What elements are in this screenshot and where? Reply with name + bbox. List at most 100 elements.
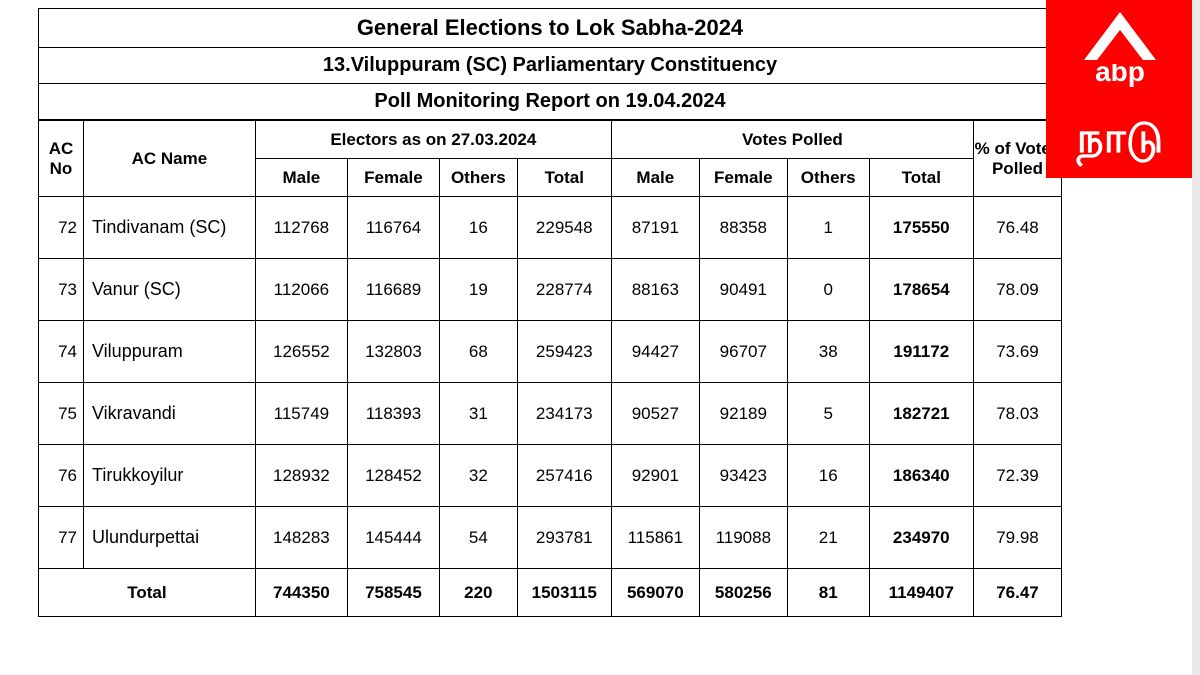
header-acname: AC Name	[84, 121, 256, 197]
main-title: General Elections to Lok Sabha-2024	[39, 9, 1061, 48]
cell-acno: 76	[39, 445, 84, 507]
arrow-icon	[1084, 12, 1156, 60]
cell-ef: 116689	[347, 259, 439, 321]
cell-pm: 115861	[611, 507, 699, 569]
cell-pt: 186340	[869, 445, 973, 507]
cell-em: 112066	[255, 259, 347, 321]
cell-em: 115749	[255, 383, 347, 445]
cell-pt: 178654	[869, 259, 973, 321]
report-title: Poll Monitoring Report on 19.04.2024	[39, 84, 1061, 120]
total-em: 744350	[255, 569, 347, 617]
table-row: 76Tirukkoyilur12893212845232257416929019…	[39, 445, 1062, 507]
cell-eo: 19	[439, 259, 517, 321]
cell-et: 229548	[517, 197, 611, 259]
cell-pct: 76.48	[973, 197, 1061, 259]
logo-top: abp	[1046, 0, 1194, 104]
total-pt: 1149407	[869, 569, 973, 617]
header-e-male: Male	[255, 159, 347, 197]
header-e-total: Total	[517, 159, 611, 197]
cell-acname: Tindivanam (SC)	[84, 197, 256, 259]
cell-po: 38	[787, 321, 869, 383]
cell-pt: 182721	[869, 383, 973, 445]
cell-em: 148283	[255, 507, 347, 569]
cell-pm: 88163	[611, 259, 699, 321]
header-p-others: Others	[787, 159, 869, 197]
cell-acno: 75	[39, 383, 84, 445]
cell-pm: 92901	[611, 445, 699, 507]
cell-pct: 72.39	[973, 445, 1061, 507]
table-body: 72Tindivanam (SC)11276811676416229548871…	[39, 197, 1062, 617]
constituency-title: 13.Viluppuram (SC) Parliamentary Constit…	[39, 48, 1061, 84]
total-label: Total	[39, 569, 256, 617]
cell-ef: 145444	[347, 507, 439, 569]
table-row: 77Ulundurpettai1482831454445429378111586…	[39, 507, 1062, 569]
header-p-total: Total	[869, 159, 973, 197]
cell-ef: 118393	[347, 383, 439, 445]
cell-pf: 119088	[699, 507, 787, 569]
cell-pf: 88358	[699, 197, 787, 259]
header-p-female: Female	[699, 159, 787, 197]
cell-po: 0	[787, 259, 869, 321]
header-e-female: Female	[347, 159, 439, 197]
cell-pct: 73.69	[973, 321, 1061, 383]
cell-acno: 72	[39, 197, 84, 259]
table-row: 74Viluppuram1265521328036825942394427967…	[39, 321, 1062, 383]
total-et: 1503115	[517, 569, 611, 617]
cell-po: 16	[787, 445, 869, 507]
cell-em: 126552	[255, 321, 347, 383]
logo-tamil: நாடு	[1046, 104, 1194, 178]
cell-pm: 94427	[611, 321, 699, 383]
table-row: 75Vikravandi1157491183933123417390527921…	[39, 383, 1062, 445]
cell-po: 1	[787, 197, 869, 259]
cell-pm: 87191	[611, 197, 699, 259]
total-po: 81	[787, 569, 869, 617]
cell-pt: 191172	[869, 321, 973, 383]
cell-et: 234173	[517, 383, 611, 445]
table-row: 73Vanur (SC)1120661166891922877488163904…	[39, 259, 1062, 321]
cell-pf: 92189	[699, 383, 787, 445]
cell-et: 257416	[517, 445, 611, 507]
total-pf: 580256	[699, 569, 787, 617]
cell-et: 259423	[517, 321, 611, 383]
cell-pt: 234970	[869, 507, 973, 569]
header-electors-group: Electors as on 27.03.2024	[255, 121, 611, 159]
cell-acname: Viluppuram	[84, 321, 256, 383]
cell-acname: Tirukkoyilur	[84, 445, 256, 507]
title-block: General Elections to Lok Sabha-2024 13.V…	[38, 8, 1062, 120]
cell-acno: 77	[39, 507, 84, 569]
cell-acno: 74	[39, 321, 84, 383]
table-row: 72Tindivanam (SC)11276811676416229548871…	[39, 197, 1062, 259]
header-e-others: Others	[439, 159, 517, 197]
cell-acname: Vanur (SC)	[84, 259, 256, 321]
cell-acname: Vikravandi	[84, 383, 256, 445]
cell-et: 293781	[517, 507, 611, 569]
total-eo: 220	[439, 569, 517, 617]
total-row: Total74435075854522015031155690705802568…	[39, 569, 1062, 617]
cell-ef: 132803	[347, 321, 439, 383]
scrollbar[interactable]	[1192, 0, 1200, 675]
cell-pm: 90527	[611, 383, 699, 445]
cell-em: 128932	[255, 445, 347, 507]
cell-em: 112768	[255, 197, 347, 259]
cell-pct: 78.03	[973, 383, 1061, 445]
channel-logo: abp நாடு	[1046, 0, 1194, 178]
header-p-male: Male	[611, 159, 699, 197]
cell-eo: 16	[439, 197, 517, 259]
cell-et: 228774	[517, 259, 611, 321]
poll-table: AC No AC Name Electors as on 27.03.2024 …	[38, 120, 1062, 617]
cell-pct: 79.98	[973, 507, 1061, 569]
header-acno: AC No	[39, 121, 84, 197]
cell-pf: 90491	[699, 259, 787, 321]
cell-eo: 54	[439, 507, 517, 569]
total-pm: 569070	[611, 569, 699, 617]
cell-ef: 116764	[347, 197, 439, 259]
cell-eo: 31	[439, 383, 517, 445]
header-polled-group: Votes Polled	[611, 121, 973, 159]
cell-po: 5	[787, 383, 869, 445]
cell-pf: 96707	[699, 321, 787, 383]
total-ef: 758545	[347, 569, 439, 617]
cell-eo: 32	[439, 445, 517, 507]
cell-pf: 93423	[699, 445, 787, 507]
cell-pt: 175550	[869, 197, 973, 259]
cell-ef: 128452	[347, 445, 439, 507]
